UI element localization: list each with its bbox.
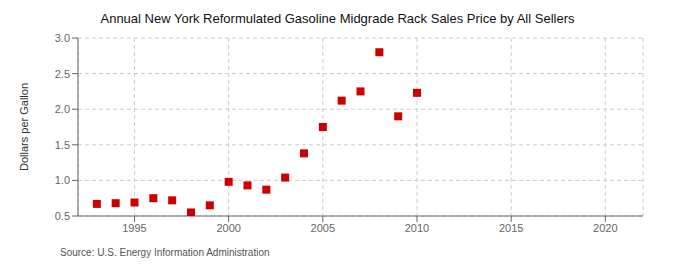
svg-text:2005: 2005 — [311, 222, 335, 234]
svg-text:2015: 2015 — [499, 222, 523, 234]
svg-text:0.5: 0.5 — [55, 210, 70, 222]
svg-text:1.5: 1.5 — [55, 139, 70, 151]
html-text:Source: U.S. Energy Informatio: Source: U.S. Energy Information Administ… — [60, 247, 270, 258]
html-text:Annual New York Reformulated G: Annual New York Reformulated Gasoline Mi… — [100, 11, 575, 26]
svg-text:1.0: 1.0 — [55, 174, 70, 186]
svg-text:2.5: 2.5 — [55, 68, 70, 80]
svg-text:2020: 2020 — [593, 222, 617, 234]
svg-text:2000: 2000 — [216, 222, 240, 234]
svg-text:2010: 2010 — [405, 222, 429, 234]
svg-text:1995: 1995 — [122, 222, 146, 234]
svg-text:3.0: 3.0 — [55, 32, 70, 44]
svg-text:Dollars per Gallon: Dollars per Gallon — [18, 83, 30, 171]
svg-text:2.0: 2.0 — [55, 103, 70, 115]
